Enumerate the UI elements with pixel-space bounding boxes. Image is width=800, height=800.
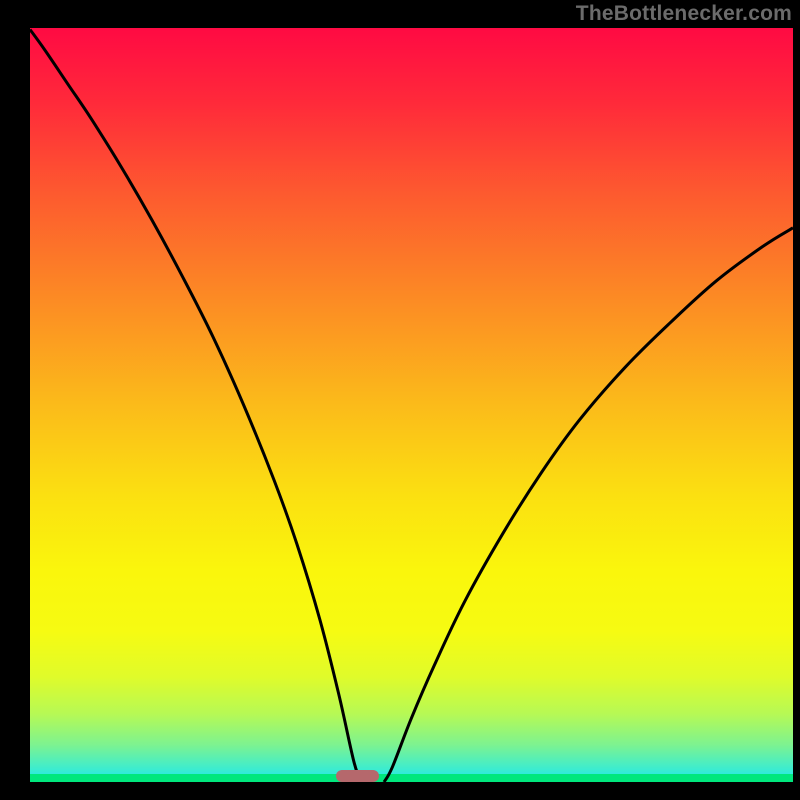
- bottleneck-chart: [0, 0, 800, 800]
- baseline-green-band: [30, 774, 793, 782]
- plot-gradient-background: [30, 28, 793, 782]
- optimal-range-marker: [336, 770, 379, 782]
- watermark-text: TheBottlenecker.com: [576, 2, 792, 26]
- chart-container: TheBottlenecker.com: [0, 0, 800, 800]
